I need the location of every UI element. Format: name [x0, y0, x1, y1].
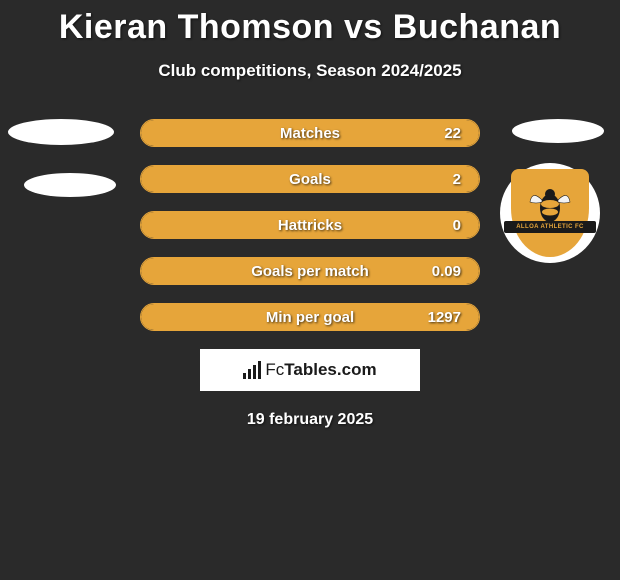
page-title: Kieran Thomson vs Buchanan — [0, 0, 620, 47]
crest-shield: ALLOA ATHLETIC FC — [511, 169, 589, 257]
stat-value: 0.09 — [432, 258, 461, 285]
fctables-logo: FcTables.com — [243, 360, 376, 380]
subtitle: Club competitions, Season 2024/2025 — [0, 61, 620, 81]
stat-row-goals-per-match: Goals per match 0.09 — [140, 257, 480, 285]
footer-date: 19 february 2025 — [0, 411, 620, 429]
stat-value: 1297 — [428, 304, 461, 331]
brand-post: Tables.com — [284, 360, 376, 379]
brand-text: FcTables.com — [265, 360, 376, 380]
stat-value: 2 — [453, 166, 461, 193]
player1-badge-placeholder-top — [8, 119, 114, 145]
player2-badge-placeholder-top — [512, 119, 604, 143]
player1-badge-placeholder-bottom — [24, 173, 116, 197]
brand-pre: Fc — [265, 360, 284, 379]
stat-rows: Matches 22 Goals 2 Hattricks 0 Goals per… — [140, 119, 480, 331]
footer-attribution: FcTables.com — [200, 349, 420, 391]
stat-label: Matches — [141, 120, 479, 147]
stat-row-hattricks: Hattricks 0 — [140, 211, 480, 239]
stat-row-goals: Goals 2 — [140, 165, 480, 193]
stat-label: Hattricks — [141, 212, 479, 239]
stat-row-min-per-goal: Min per goal 1297 — [140, 303, 480, 331]
stats-area: ALLOA ATHLETIC FC Matches 22 Goals 2 Hat… — [0, 119, 620, 331]
stat-value: 0 — [453, 212, 461, 239]
stat-row-matches: Matches 22 — [140, 119, 480, 147]
stat-label: Goals per match — [141, 258, 479, 285]
bars-icon — [243, 361, 261, 379]
stat-value: 22 — [444, 120, 461, 147]
stat-label: Goals — [141, 166, 479, 193]
player2-club-crest: ALLOA ATHLETIC FC — [500, 163, 600, 263]
crest-banner-text: ALLOA ATHLETIC FC — [504, 221, 596, 233]
